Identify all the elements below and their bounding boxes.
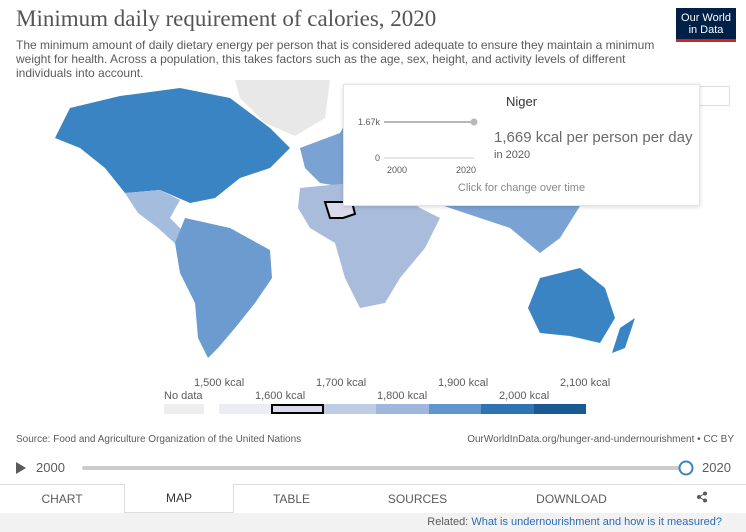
related-bar xyxy=(0,513,746,532)
axis-label: 1.67k xyxy=(358,117,381,127)
subtitle: The minimum amount of daily dietary ener… xyxy=(16,38,655,80)
tab[interactable]: MAP xyxy=(124,484,234,513)
legend-swatch xyxy=(219,404,272,414)
related-link[interactable]: What is undernourishment and how is it m… xyxy=(471,516,722,528)
tab[interactable]: DOWNLOAD xyxy=(485,484,658,513)
legend-swatch xyxy=(271,404,324,414)
timeline-start: 2000 xyxy=(36,460,65,475)
url[interactable]: OurWorldInData.org/hunger-and-undernouri… xyxy=(467,434,734,445)
tooltip-value: 1,669 kcal per person per day xyxy=(494,129,693,146)
tooltip: Niger 1.67k 0 2000 2020 1,669 kcal per p… xyxy=(343,84,700,206)
tab[interactable] xyxy=(658,484,746,513)
south-america[interactable] xyxy=(175,218,272,358)
tab[interactable]: TABLE xyxy=(233,484,350,513)
north-america[interactable] xyxy=(55,88,290,203)
related-label: Related: xyxy=(427,516,469,528)
legend-label: 2,000 kcal xyxy=(499,390,550,402)
axis-label: 0 xyxy=(375,153,380,163)
legend-swatch xyxy=(481,404,534,414)
source: Source: Food and Agriculture Organizatio… xyxy=(16,434,302,445)
legend-label: 2,100 kcal xyxy=(560,377,611,389)
australia[interactable] xyxy=(528,268,615,343)
share-icon xyxy=(697,491,707,503)
legend-swatch xyxy=(428,404,482,414)
legend-swatch xyxy=(533,404,586,414)
greenland[interactable] xyxy=(235,80,330,136)
logo-line: in Data xyxy=(688,24,724,36)
axis-label: 2020 xyxy=(456,165,476,175)
timeline[interactable] xyxy=(14,460,734,476)
sparkline: 1.67k 0 2000 2020 xyxy=(358,117,478,175)
legend-bar xyxy=(219,404,586,414)
legend-label: 1,500 kcal xyxy=(194,377,245,389)
title: Minimum daily requirement of calories, 2… xyxy=(16,6,437,31)
tooltip-year: in 2020 xyxy=(494,149,531,161)
related: Related: What is undernourishment and ho… xyxy=(427,516,722,528)
logo-line: Our World xyxy=(681,12,731,24)
legend-label: No data xyxy=(164,390,203,402)
sparkline-point xyxy=(470,118,478,126)
legend-swatch xyxy=(164,404,204,414)
tab[interactable]: CHART xyxy=(0,484,124,513)
legend-swatch xyxy=(376,404,429,414)
tab[interactable]: SOURCES xyxy=(350,484,485,513)
legend-label: 1,700 kcal xyxy=(316,377,367,389)
legend-label: 1,900 kcal xyxy=(438,377,489,389)
play-button[interactable] xyxy=(16,462,26,474)
axis-label: 2000 xyxy=(387,165,407,175)
new-zealand[interactable] xyxy=(612,318,635,353)
legend-label: 1,800 kcal xyxy=(377,390,428,402)
timeline-handle[interactable] xyxy=(678,460,694,476)
logo[interactable]: Our World in Data xyxy=(676,8,736,42)
legend-label: 1,600 kcal xyxy=(255,390,306,402)
central-america[interactable] xyxy=(125,190,190,248)
tooltip-title: Niger xyxy=(505,94,538,109)
timeline-end: 2020 xyxy=(702,460,731,475)
legend-swatch xyxy=(323,404,377,414)
tooltip-hint: Click for change over time xyxy=(457,182,586,194)
